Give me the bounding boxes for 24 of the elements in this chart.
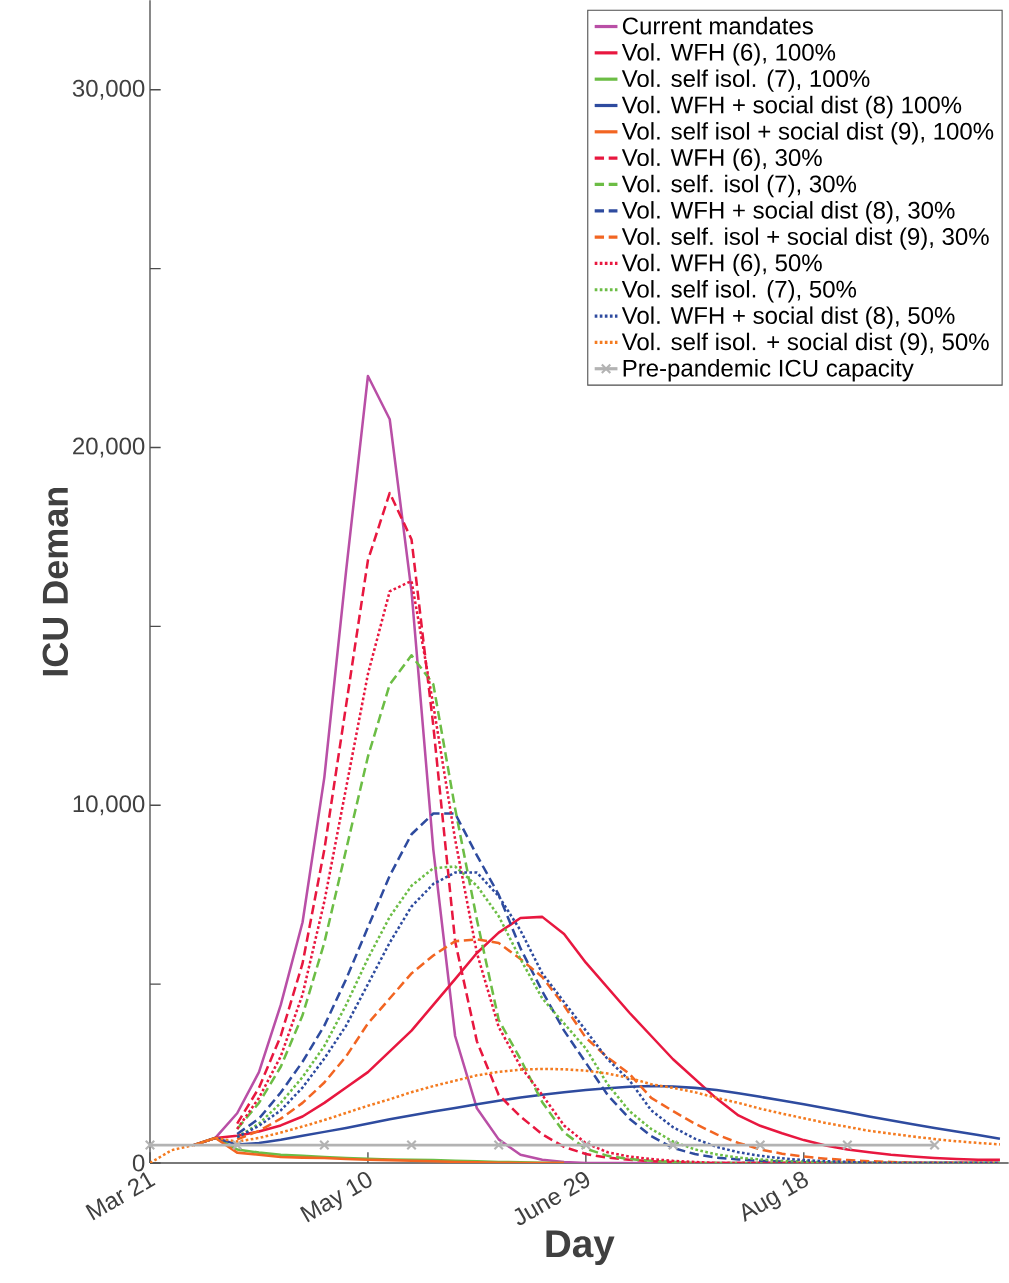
x-axis-title: Day xyxy=(546,1230,615,1266)
legend-label: Current mandates xyxy=(622,16,813,35)
legend-label: Vol. WFH (6), 100% xyxy=(621,43,836,66)
legend-label: Vol. self isol. (7), 50% xyxy=(621,280,857,303)
legend-label: Pre-pandemic ICU capacity xyxy=(623,359,914,382)
legend-label: Vol. WFH (6), 50% xyxy=(621,253,822,277)
legend-label: Vol. self isol. (7), 100% xyxy=(621,69,870,92)
y-tick-label: 30,000 xyxy=(72,79,145,100)
y-axis-title: ICU Deman xyxy=(42,487,69,676)
y-tick-label: 0 xyxy=(132,1154,145,1172)
legend-label: Vol. self. isol (7), 30% xyxy=(621,174,857,198)
y-tick-label: 10,000 xyxy=(73,795,145,816)
legend-label: Vol. WFH (6), 30% xyxy=(621,148,822,171)
legend-label: Vol. WFH + social dist (8), 30% xyxy=(621,201,955,224)
legend-label: Vol. WFH + social dist (8), 50% xyxy=(621,306,955,329)
x-tick-label: May 10 xyxy=(299,1171,372,1223)
y-tick-label: 20,000 xyxy=(73,437,145,458)
legend-label: Vol. WFH + social dist (8) 100% xyxy=(621,95,962,119)
legend-label: Vol. self. isol + social dist (9), 30% xyxy=(621,227,989,250)
legend-label: Vol. self isol. + social dist (9), 50% xyxy=(621,332,989,356)
x-tick-label: June 29 xyxy=(514,1172,590,1225)
legend-label: Vol. self isol + social dist (9), 100% xyxy=(621,122,994,145)
x-tick-label: Mar 21 xyxy=(85,1172,156,1221)
x-tick-label: Aug 18 xyxy=(742,1171,808,1222)
